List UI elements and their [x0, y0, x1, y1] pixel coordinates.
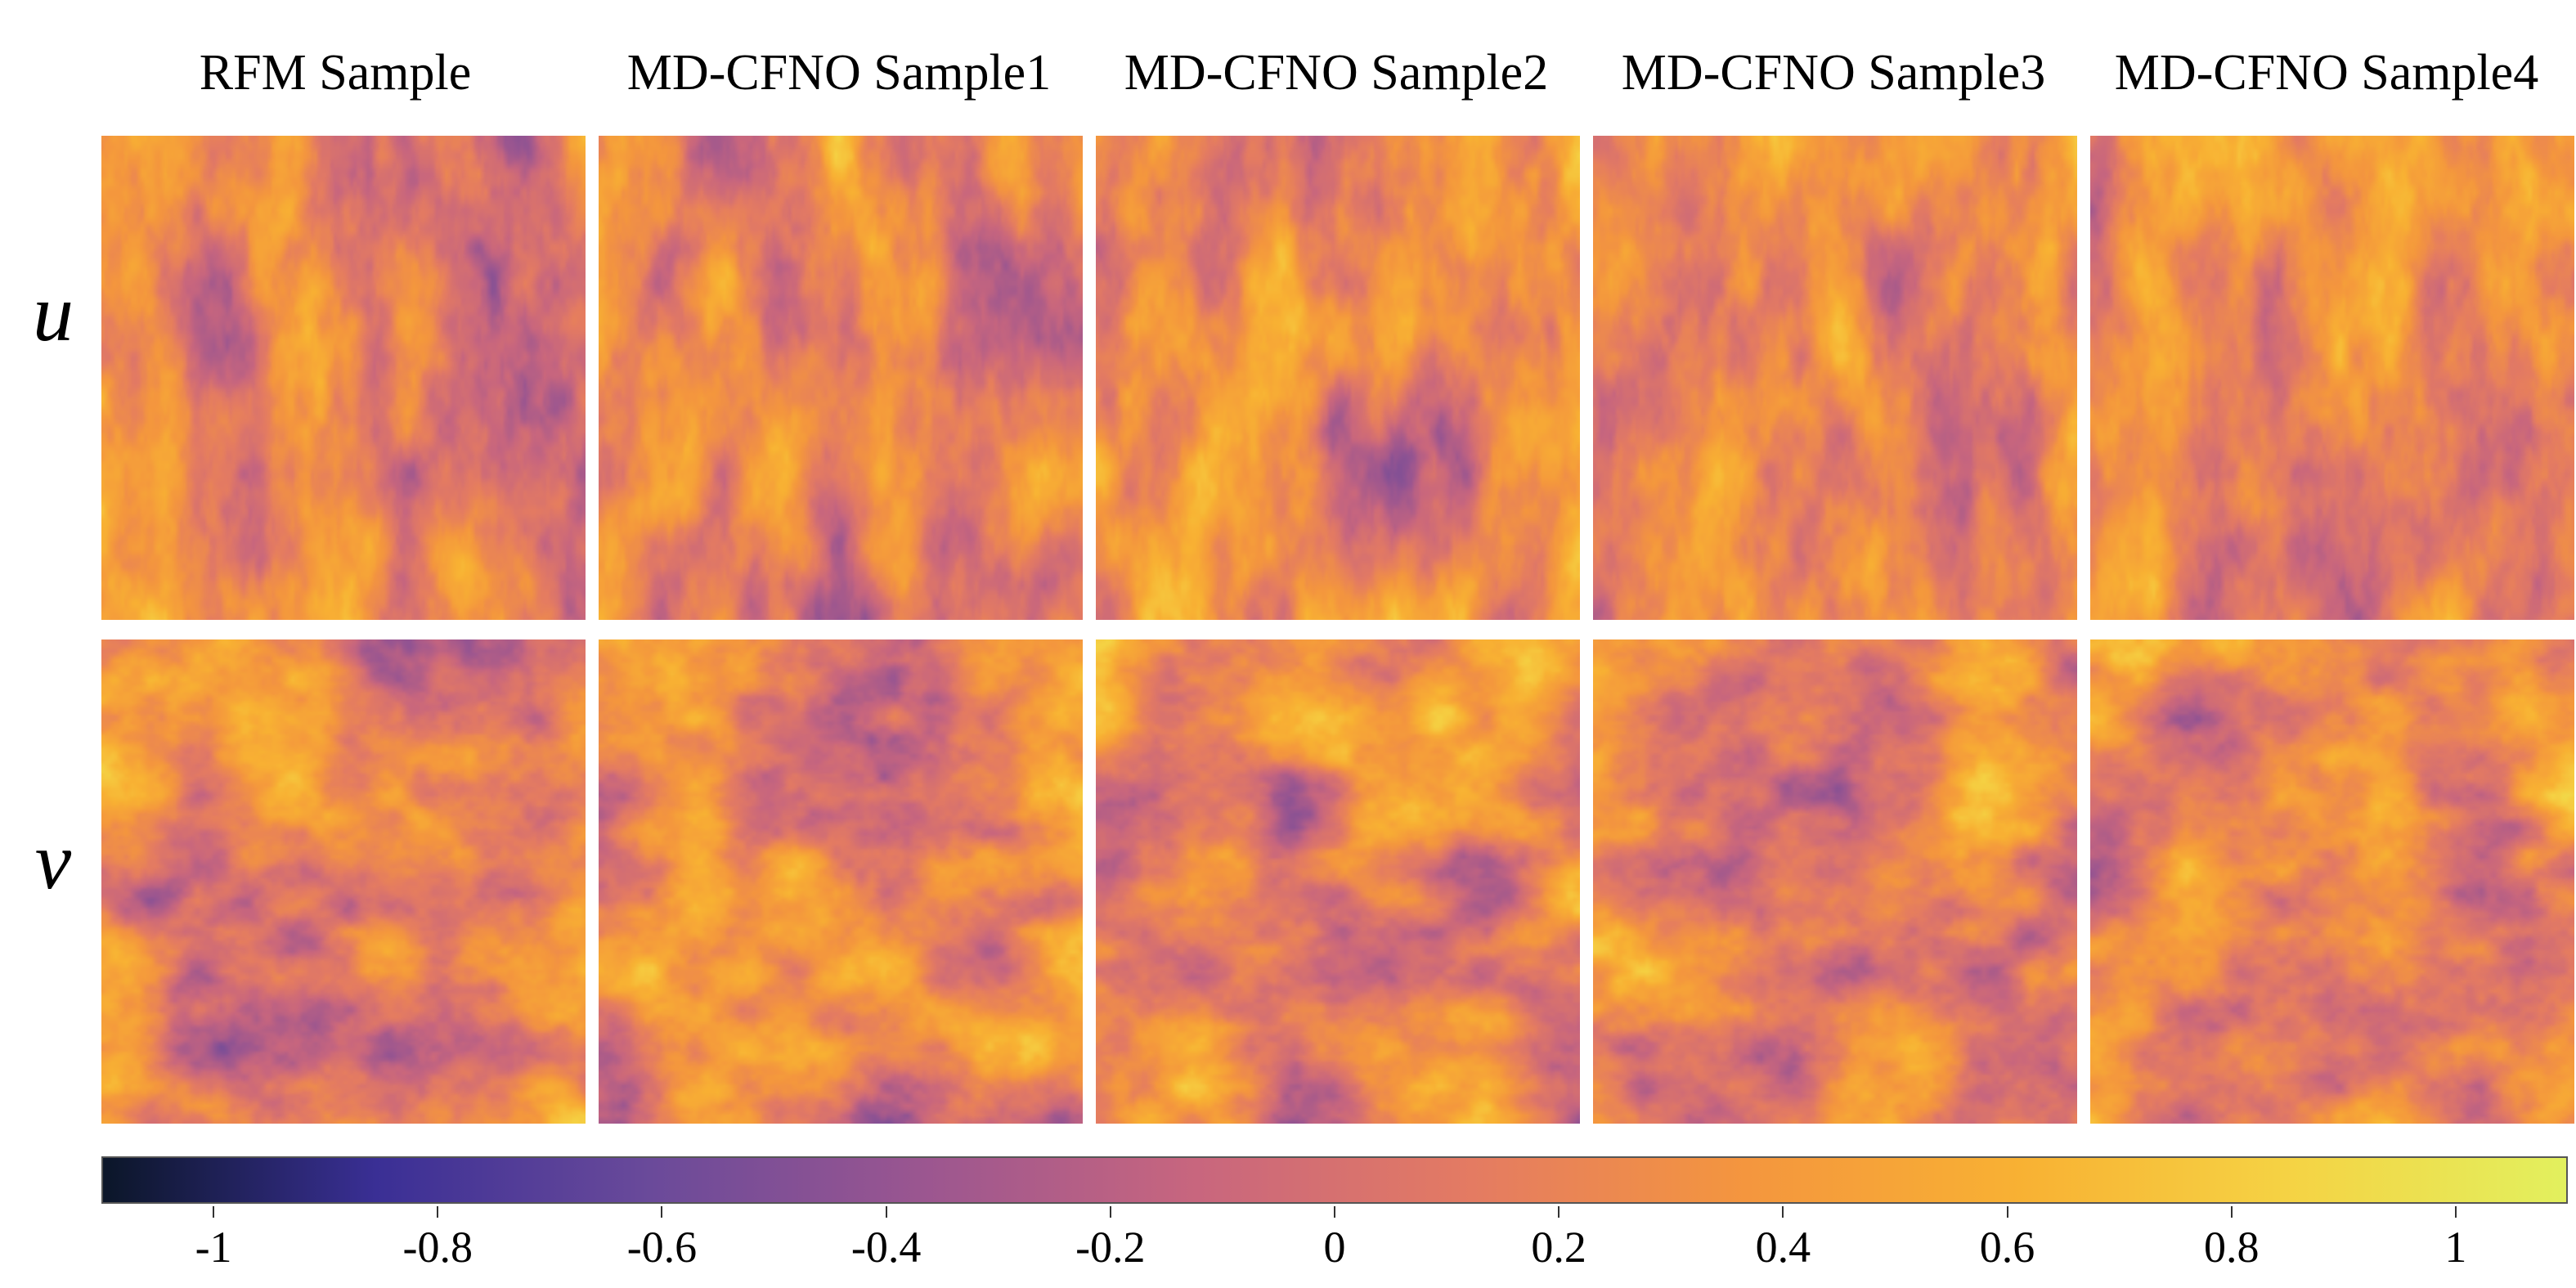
colorbar-tick: [2454, 1206, 2457, 1218]
column-title-md-cfno-sample4: MD-CFNO Sample4: [2114, 45, 2539, 101]
heatmap-u-md-cfno-sample4: [2090, 136, 2574, 620]
colorbar-tick-label: -0.8: [402, 1223, 473, 1272]
heatmap-u-md-cfno-sample1: [599, 136, 1083, 620]
colorbar-tick: [2230, 1206, 2233, 1218]
column-title-md-cfno-sample2: MD-CFNO Sample2: [1124, 45, 1549, 101]
colorbar-tick-label: -1: [195, 1223, 232, 1272]
column-title-md-cfno-sample3: MD-CFNO Sample3: [1621, 45, 2046, 101]
colorbar-tick: [437, 1206, 439, 1218]
colorbar-tick-label: -0.6: [626, 1223, 698, 1272]
colorbar-tick-label: 0.4: [1755, 1223, 1811, 1272]
column-title-md-cfno-sample1: MD-CFNO Sample1: [626, 45, 1052, 101]
row-label-u: u: [33, 267, 74, 358]
colorbar-tick: [213, 1206, 215, 1218]
heatmap-canvas: [2090, 640, 2574, 1124]
colorbar-tick-label: -0.2: [1075, 1223, 1146, 1272]
colorbar-tick-label: 0.2: [1531, 1223, 1586, 1272]
heatmap-u-md-cfno-sample2: [1096, 136, 1580, 620]
heatmap-v-md-cfno-sample1: [599, 640, 1083, 1124]
colorbar-tick: [661, 1206, 663, 1218]
heatmap-v-md-cfno-sample2: [1096, 640, 1580, 1124]
colorbar: [101, 1156, 2568, 1204]
colorbar-tick-label: 1: [2444, 1223, 2467, 1272]
colorbar-tick-label: 0.6: [1979, 1223, 2035, 1272]
heatmap-canvas: [1593, 640, 2077, 1124]
heatmap-v-md-cfno-sample4: [2090, 640, 2574, 1124]
colorbar-tick: [2006, 1206, 2008, 1218]
heatmap-canvas: [599, 640, 1083, 1124]
heatmap-u-md-cfno-sample3: [1593, 136, 2077, 620]
heatmap-u-rfm-sample: [101, 136, 586, 620]
colorbar-tick-label: -0.4: [850, 1223, 922, 1272]
colorbar-tick: [885, 1206, 887, 1218]
heatmap-canvas: [1096, 640, 1580, 1124]
colorbar-tick-label: 0.8: [2203, 1223, 2260, 1272]
heatmap-canvas: [1593, 136, 2077, 620]
heatmap-v-md-cfno-sample3: [1593, 640, 2077, 1124]
colorbar-tick: [1109, 1206, 1111, 1218]
heatmap-canvas: [599, 136, 1083, 620]
heatmap-canvas: [2090, 136, 2574, 620]
colorbar-tick: [1782, 1206, 1784, 1218]
colorbar-tick: [1558, 1206, 1560, 1218]
heatmap-canvas: [1096, 136, 1580, 620]
heatmap-v-rfm-sample: [101, 640, 586, 1124]
colorbar-tick-label: 0: [1323, 1223, 1346, 1272]
heatmap-canvas: [101, 640, 586, 1124]
row-label-v: v: [34, 815, 72, 906]
colorbar-tick: [1334, 1206, 1335, 1218]
column-title-rfm-sample: RFM Sample: [199, 45, 472, 101]
heatmap-canvas: [101, 136, 586, 620]
